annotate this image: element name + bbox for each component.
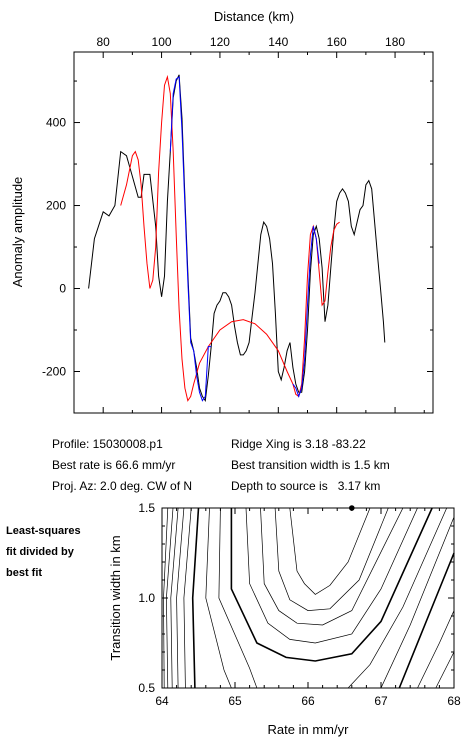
proj-az-text: Proj. Az: 2.0 deg. CW of N <box>52 479 193 493</box>
top-series-line-0 <box>88 74 386 402</box>
contour-lines-group <box>163 505 455 689</box>
top-x-tick-label: 180 <box>385 35 405 49</box>
contour-line-13 <box>176 507 185 689</box>
contour-line-1 <box>274 507 389 611</box>
top-plot-frame <box>73 51 434 414</box>
bottom-y-axis-label: Transition width in km <box>108 535 123 660</box>
contour-line-6 <box>347 507 448 689</box>
contour-line-2 <box>260 507 404 626</box>
top-y-axis-label: Anomaly amplitude <box>10 177 25 288</box>
contour-line-4 <box>230 507 433 662</box>
bottom-y-tick-label: 1.5 <box>138 501 155 515</box>
note-line-1: Least-squares <box>6 525 81 537</box>
contour-line-8 <box>380 516 455 689</box>
contour-line-5 <box>218 507 258 689</box>
contour-line-11 <box>183 507 192 689</box>
bottom-x-tick-label: 67 <box>374 694 388 708</box>
top-x-tick-label: 160 <box>327 35 347 49</box>
top-y-tick-label: 200 <box>46 199 66 213</box>
top-x-tick-label: 100 <box>152 35 172 49</box>
contour-line-15 <box>170 507 179 689</box>
top-x-axis-label: Distance (km) <box>214 9 294 24</box>
contour-line-9 <box>191 507 200 689</box>
contour-line-0 <box>289 507 371 595</box>
contour-line-14 <box>435 651 455 689</box>
ridge-xing-text: Ridge Xing is 3.18 -83.22 <box>231 437 366 451</box>
top-x-tick-label: 120 <box>210 35 230 49</box>
top-x-tick-label: 80 <box>97 35 111 49</box>
top-axis-ticks: 80 100 120 140 160 180 -200 0 200 400 <box>42 35 433 414</box>
contour-line-10 <box>398 552 455 689</box>
bottom-x-tick-label: 68 <box>447 694 461 708</box>
depth-text: Depth to source is 3.17 km <box>231 479 381 493</box>
note-line-3: best fit <box>6 567 43 579</box>
bottom-x-tick-label: 64 <box>155 694 169 708</box>
bottom-x-tick-label: 66 <box>301 694 315 708</box>
bottom-axis-ticks: 64 65 66 67 68 0.5 1.0 1.5 <box>138 501 461 708</box>
best-rate-text: Best rate is 66.6 mm/yr <box>52 458 176 472</box>
contour-line-12 <box>417 610 455 689</box>
top-series-line-2 <box>169 75 212 402</box>
bottom-x-tick-label: 65 <box>228 694 242 708</box>
bottom-x-axis-label: Rate in mm/yr <box>268 722 350 737</box>
top-y-tick-label: -200 <box>42 365 66 379</box>
anomaly-profile-chart: 80 100 120 140 160 180 -200 0 200 400 Distance (k… <box>10 9 434 414</box>
top-series-group <box>88 74 386 402</box>
contour-line-7 <box>205 507 232 689</box>
best-transition-text: Best transition width is 1.5 km <box>231 458 390 472</box>
top-series-line-3 <box>292 226 320 398</box>
top-y-tick-label: 0 <box>59 282 66 296</box>
contour-line-3 <box>245 507 418 644</box>
bottom-y-tick-label: 1.0 <box>138 591 155 605</box>
profile-text: Profile: 15030008.p1 <box>52 437 163 451</box>
top-y-tick-label: 400 <box>46 116 66 130</box>
note-line-2: fit divided by <box>6 546 74 558</box>
top-x-tick-label: 140 <box>268 35 288 49</box>
bottom-y-tick-label: 0.5 <box>138 681 155 695</box>
